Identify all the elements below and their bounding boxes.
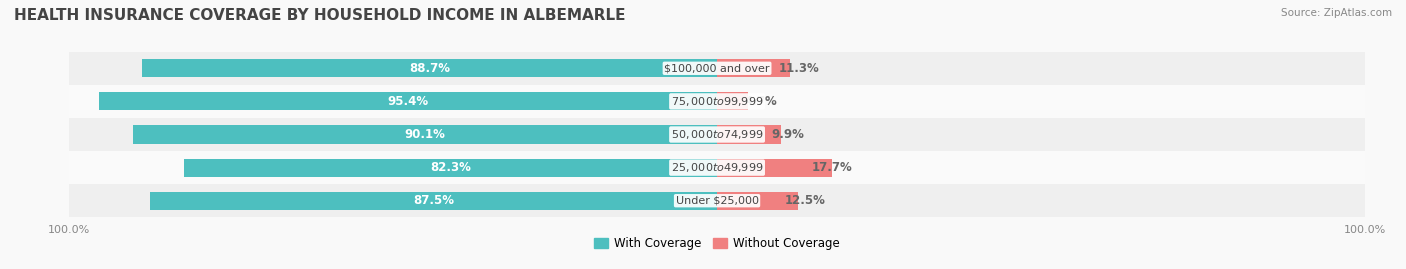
- Bar: [69, 52, 1365, 85]
- Bar: [98, 92, 717, 111]
- Text: Under $25,000: Under $25,000: [675, 196, 759, 206]
- Text: 4.7%: 4.7%: [745, 95, 778, 108]
- Text: 17.7%: 17.7%: [813, 161, 853, 174]
- Bar: [134, 125, 717, 144]
- Bar: [717, 59, 790, 77]
- Text: 12.5%: 12.5%: [785, 194, 825, 207]
- Bar: [69, 184, 1365, 217]
- Text: HEALTH INSURANCE COVERAGE BY HOUSEHOLD INCOME IN ALBEMARLE: HEALTH INSURANCE COVERAGE BY HOUSEHOLD I…: [14, 8, 626, 23]
- Text: 87.5%: 87.5%: [413, 194, 454, 207]
- Text: 11.3%: 11.3%: [779, 62, 820, 75]
- Text: Source: ZipAtlas.com: Source: ZipAtlas.com: [1281, 8, 1392, 18]
- Bar: [150, 192, 717, 210]
- Text: 82.3%: 82.3%: [430, 161, 471, 174]
- Bar: [717, 158, 832, 177]
- Bar: [142, 59, 717, 77]
- Bar: [717, 125, 782, 144]
- Text: 9.9%: 9.9%: [772, 128, 804, 141]
- Bar: [69, 85, 1365, 118]
- Text: $25,000 to $49,999: $25,000 to $49,999: [671, 161, 763, 174]
- Text: 90.1%: 90.1%: [405, 128, 446, 141]
- Bar: [717, 192, 799, 210]
- Bar: [69, 151, 1365, 184]
- Text: $100,000 and over: $100,000 and over: [664, 63, 770, 73]
- Bar: [184, 158, 717, 177]
- Text: $75,000 to $99,999: $75,000 to $99,999: [671, 95, 763, 108]
- Legend: With Coverage, Without Coverage: With Coverage, Without Coverage: [592, 235, 842, 253]
- Bar: [717, 92, 748, 111]
- Text: $50,000 to $74,999: $50,000 to $74,999: [671, 128, 763, 141]
- Text: 88.7%: 88.7%: [409, 62, 450, 75]
- Bar: [69, 118, 1365, 151]
- Text: 95.4%: 95.4%: [388, 95, 429, 108]
